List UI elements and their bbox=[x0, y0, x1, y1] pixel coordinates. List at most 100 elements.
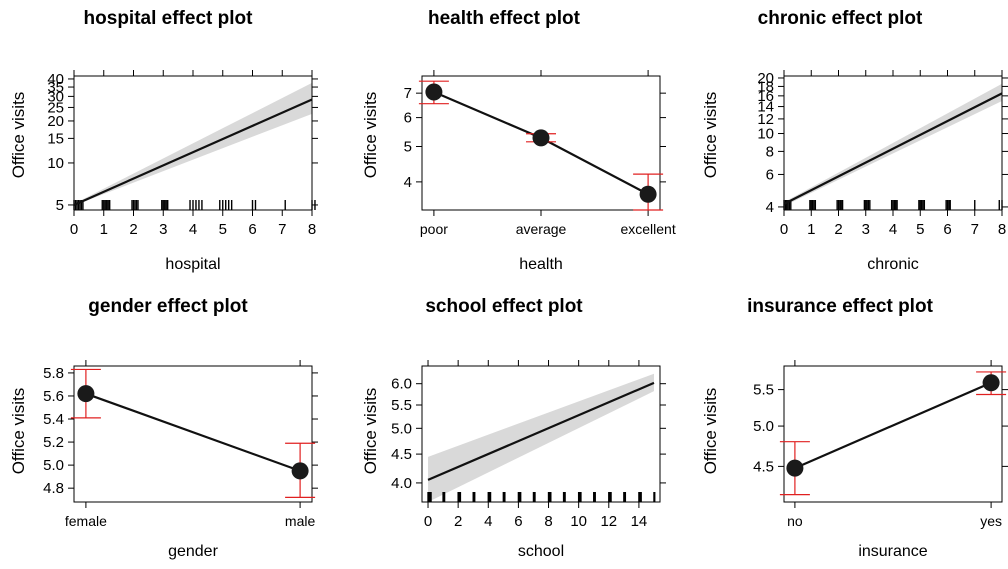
effect-point bbox=[425, 83, 443, 101]
x-tick-label: 4 bbox=[189, 221, 197, 238]
y-tick-label: 4.5 bbox=[391, 446, 412, 463]
x-tick-label: 14 bbox=[631, 513, 648, 530]
y-tick-label: 30 bbox=[47, 88, 64, 105]
y-tick-label: 4.8 bbox=[43, 480, 64, 497]
x-tick-label: excellent bbox=[620, 221, 675, 237]
x-tick-label: 12 bbox=[600, 513, 617, 530]
y-tick-label: 8 bbox=[766, 143, 774, 160]
x-tick-label: 0 bbox=[70, 221, 78, 238]
x-tick-label: 5 bbox=[916, 221, 924, 238]
y-tick-label: 5.6 bbox=[43, 388, 64, 405]
effect-line bbox=[783, 92, 1003, 205]
plot-area-health: poor average excellent 4 5 6 7 bbox=[404, 70, 676, 237]
y-tick-label: 10 bbox=[757, 126, 774, 143]
y-tick-label: 20 bbox=[757, 70, 774, 87]
y-tick-label: 14 bbox=[757, 99, 774, 116]
effect-panel-gender: gender effect plot Office visits female m… bbox=[0, 284, 336, 569]
y-tick-label: 5.0 bbox=[753, 418, 774, 435]
y-tick-label: 10 bbox=[47, 155, 64, 172]
x-tick-label: 0 bbox=[780, 221, 788, 238]
y-tick-label: 6 bbox=[766, 166, 774, 183]
x-axis-label: school bbox=[517, 543, 565, 560]
chart-title: health effect plot bbox=[427, 8, 580, 29]
x-tick-label: average bbox=[516, 221, 567, 237]
x-tick-label: 5 bbox=[219, 221, 227, 238]
y-tick-label: 4 bbox=[404, 174, 412, 191]
y-tick-label: 4.5 bbox=[753, 458, 774, 475]
y-tick-label: 4 bbox=[766, 199, 774, 216]
y-tick-label: 5.4 bbox=[43, 411, 64, 428]
plot-area-school: 0 2 4 6 8 10 12 14 4.0 4.5 5.0 5.5 6.0 bbox=[391, 360, 666, 530]
x-tick-label: 7 bbox=[971, 221, 979, 238]
effect-point bbox=[77, 385, 95, 403]
x-tick-label: 2 bbox=[454, 513, 462, 530]
chart-title: gender effect plot bbox=[88, 296, 248, 317]
x-axis-label: chronic bbox=[867, 256, 919, 273]
y-tick-label: 5.8 bbox=[43, 365, 64, 382]
y-tick-label: 18 bbox=[757, 78, 774, 95]
x-axis-label: gender bbox=[168, 543, 218, 560]
y-tick-label: 25 bbox=[47, 99, 64, 116]
y-tick-label: 5 bbox=[56, 197, 64, 214]
x-tick-label: 0 bbox=[424, 513, 432, 530]
plot-frame bbox=[783, 365, 1003, 503]
y-tick-label: 6 bbox=[404, 110, 412, 127]
y-tick-label: 15 bbox=[47, 130, 64, 147]
y-tick-label: 40 bbox=[47, 71, 64, 88]
confidence-band bbox=[428, 373, 654, 502]
y-tick-label: 12 bbox=[757, 111, 774, 128]
chart-title: school effect plot bbox=[425, 296, 583, 317]
x-tick-label: 6 bbox=[943, 221, 951, 238]
x-tick-label: 1 bbox=[100, 221, 108, 238]
y-tick-label: 5.0 bbox=[43, 457, 64, 474]
effect-line bbox=[85, 392, 301, 472]
effect-line bbox=[427, 381, 655, 481]
y-tick-label: 5.5 bbox=[391, 397, 412, 414]
x-tick-label: yes bbox=[980, 513, 1002, 529]
effect-line bbox=[73, 98, 313, 206]
effect-panel-health: health effect plot Office visits poor ave… bbox=[336, 0, 676, 284]
x-tick-label: 6 bbox=[514, 513, 522, 530]
y-tick-label: 20 bbox=[47, 113, 64, 130]
effect-line bbox=[794, 381, 992, 470]
y-tick-label: 4.0 bbox=[391, 475, 412, 492]
x-tick-label: 2 bbox=[834, 221, 842, 238]
effect-point bbox=[639, 185, 657, 203]
plot-area-insurance: no yes 4.5 5.0 5.5 bbox=[753, 360, 1008, 529]
x-tick-label: 2 bbox=[129, 221, 137, 238]
x-tick-label: 8 bbox=[998, 221, 1006, 238]
confidence-band bbox=[74, 82, 312, 206]
x-tick-label: female bbox=[65, 513, 107, 529]
effect-panel-insurance: insurance effect plot Office visits no ye… bbox=[672, 284, 1008, 569]
y-tick-label: 6.0 bbox=[391, 376, 412, 393]
plot-frame bbox=[421, 365, 661, 503]
effect-point bbox=[982, 374, 1000, 392]
x-tick-label: 3 bbox=[159, 221, 167, 238]
x-axis-label: health bbox=[519, 256, 563, 273]
x-tick-label: poor bbox=[420, 221, 448, 237]
y-tick-label: 5.5 bbox=[753, 382, 774, 399]
x-tick-label: 8 bbox=[308, 221, 316, 238]
x-tick-label: 6 bbox=[248, 221, 256, 238]
x-tick-label: 8 bbox=[544, 513, 552, 530]
chart-title: hospital effect plot bbox=[83, 8, 253, 29]
x-tick-label: 4 bbox=[484, 513, 492, 530]
y-tick-label: 35 bbox=[47, 79, 64, 96]
effect-panel-school: school effect plot Office visits 0 2 4 6 8 10… bbox=[336, 284, 672, 569]
effect-point bbox=[532, 129, 550, 147]
y-tick-label: 16 bbox=[757, 88, 774, 105]
effect-point bbox=[291, 462, 309, 480]
x-tick-label: 10 bbox=[570, 513, 587, 530]
plot-area-gender: female male 4.8 5.0 5.2 5.4 5.6 5.8 bbox=[43, 360, 318, 529]
x-tick-label: 3 bbox=[862, 221, 870, 238]
x-tick-label: male bbox=[285, 513, 316, 529]
y-tick-label: 5.0 bbox=[391, 420, 412, 437]
chart-title: insurance effect plot bbox=[747, 296, 933, 317]
chart-title: chronic effect plot bbox=[757, 8, 923, 29]
y-tick-label: 5.2 bbox=[43, 434, 64, 451]
y-tick-label: 7 bbox=[404, 85, 412, 102]
